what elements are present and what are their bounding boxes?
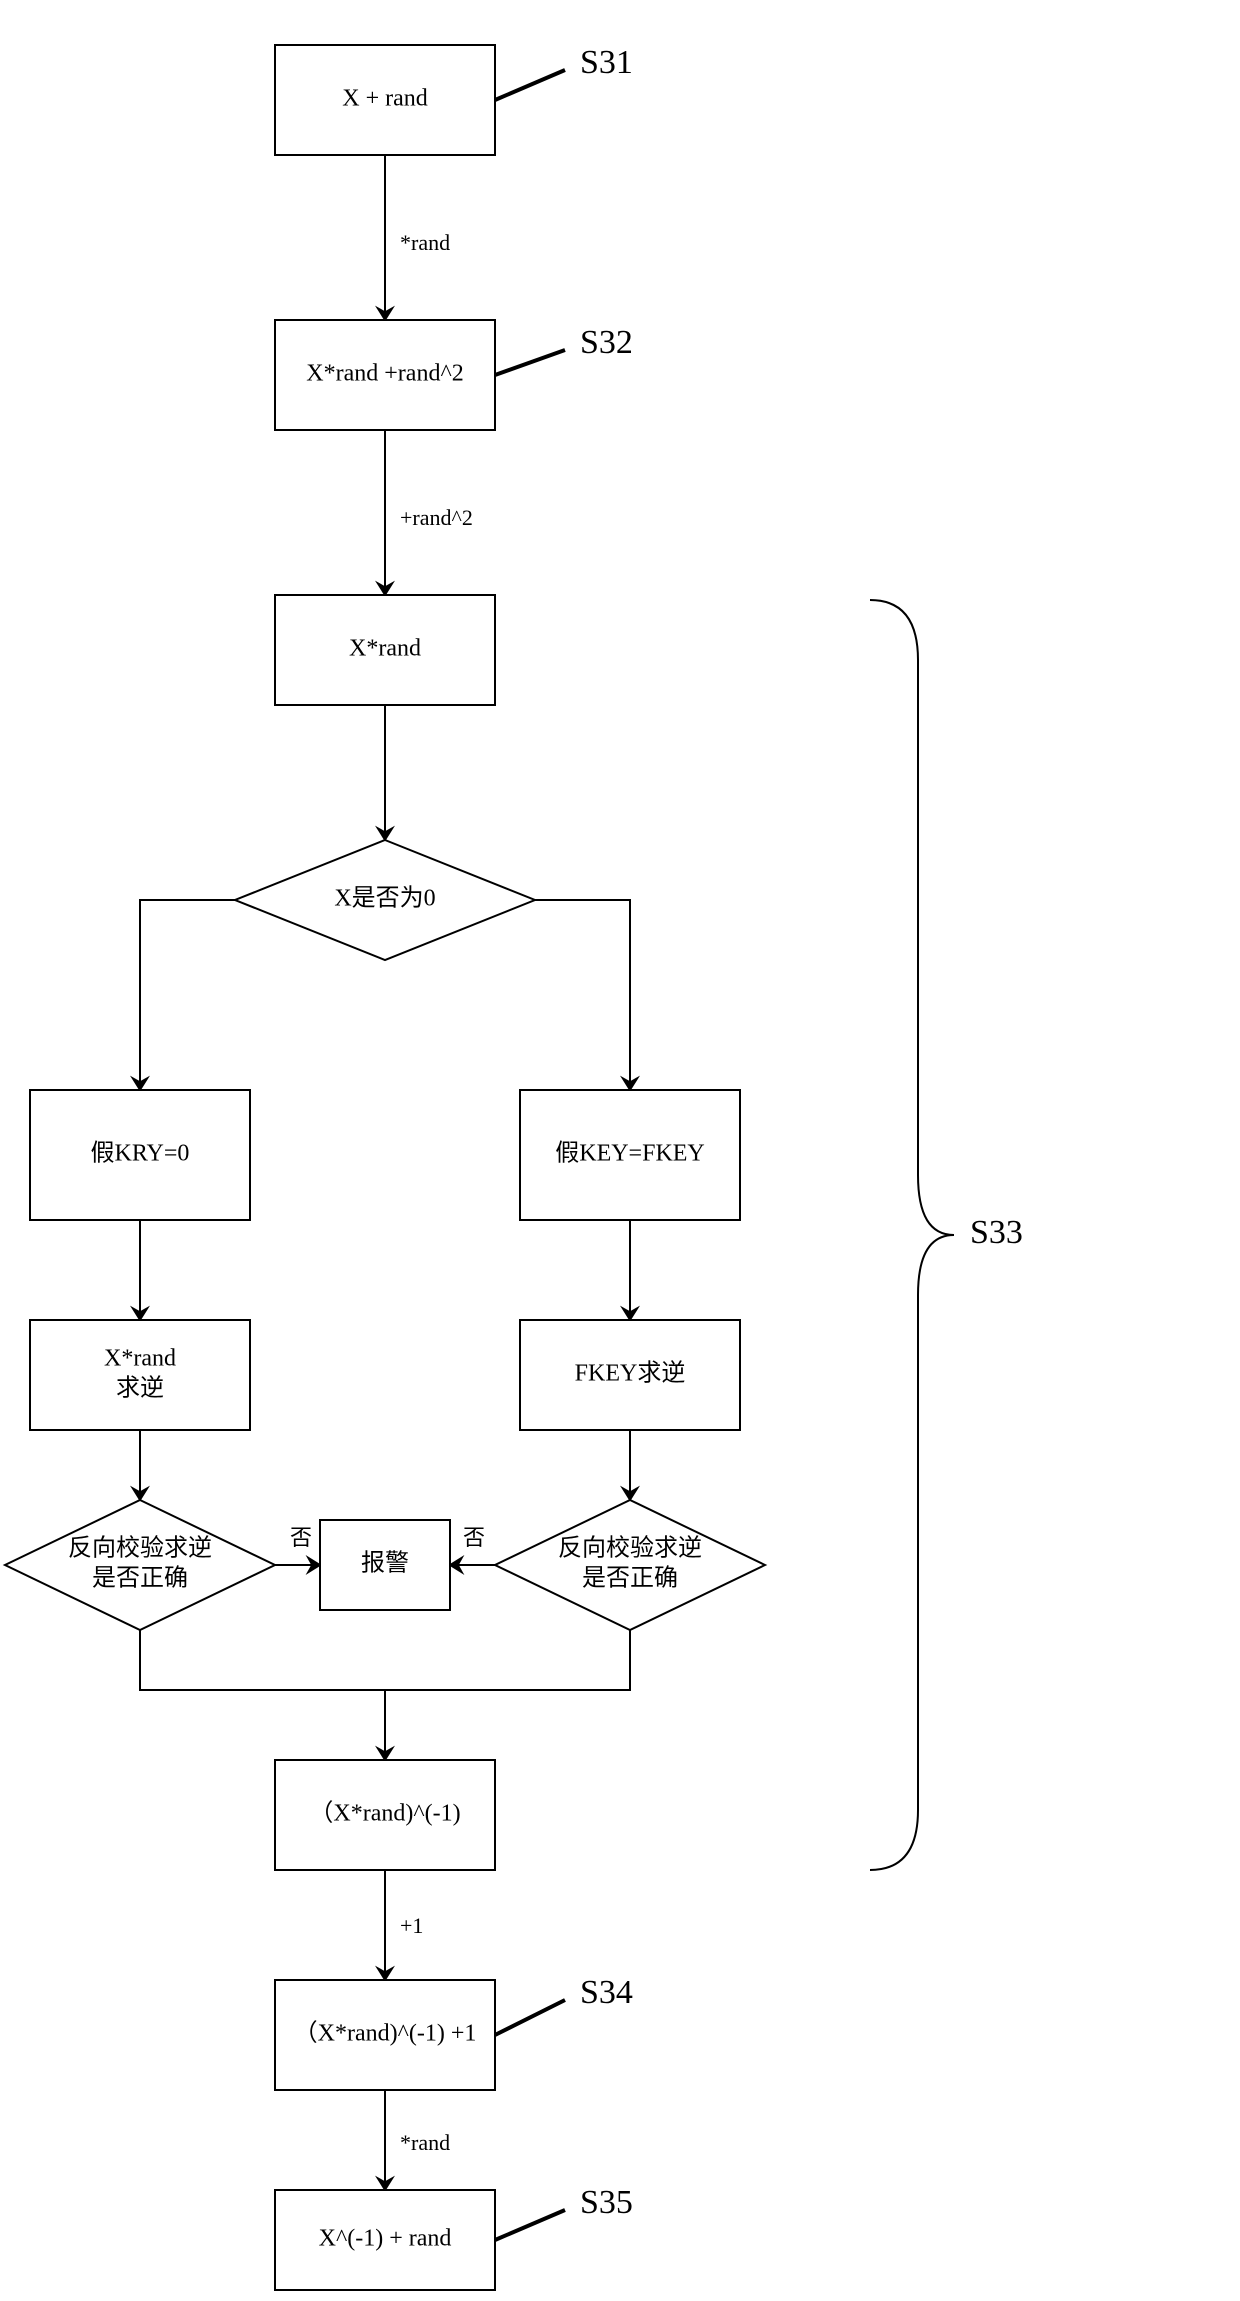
- node-n9: （X*rand)^(-1) +1: [275, 1980, 495, 2090]
- node-n6: X*rand 求逆: [30, 1320, 250, 1430]
- node-n9-label-0: （X*rand)^(-1) +1: [294, 2021, 477, 2047]
- callout-S32: S32: [580, 324, 633, 361]
- node-n3: X*rand: [275, 595, 495, 705]
- node-n1-label-0: X + rand: [342, 86, 428, 112]
- callout-line: [495, 2000, 565, 2035]
- edge-label-d2-right-nA: 否: [290, 1525, 312, 1550]
- node-d2-label-1: 是否正确: [92, 1565, 188, 1592]
- node-n5-label-0: 假KEY=FKEY: [555, 1140, 705, 1167]
- edge-label-d3-left-nA: 否: [463, 1525, 485, 1550]
- edge-d3-bottom-join: [385, 1630, 630, 1690]
- node-n2-label-0: X*rand +rand^2: [306, 361, 463, 387]
- node-n8-label-0: （X*rand)^(-1): [309, 1801, 460, 1827]
- node-n3-label-0: X*rand: [349, 636, 421, 662]
- node-d2-label-0: 反向校验求逆: [68, 1535, 212, 1562]
- node-n4: 假KRY=0: [30, 1090, 250, 1220]
- callout-S33: S33: [970, 1214, 1023, 1251]
- node-nA: 报警: [320, 1520, 450, 1610]
- node-nA-label-0: 报警: [361, 1550, 409, 1577]
- node-n10: X^(-1) + rand: [275, 2190, 495, 2290]
- node-d3-label-1: 是否正确: [582, 1565, 678, 1592]
- edge-label-n9-n10: *rand: [400, 2130, 450, 2155]
- node-n2: X*rand +rand^2: [275, 320, 495, 430]
- node-d2: 反向校验求逆是否正确: [5, 1500, 275, 1630]
- node-d1-label-0: X是否为0: [334, 885, 435, 912]
- node-n5: 假KEY=FKEY: [520, 1090, 740, 1220]
- edge-label-n8-n9: +1: [400, 1913, 423, 1938]
- node-n1: X + rand: [275, 45, 495, 155]
- node-n7: FKEY求逆: [520, 1320, 740, 1430]
- node-n8: （X*rand)^(-1): [275, 1760, 495, 1870]
- node-n10-label-0: X^(-1) + rand: [319, 2226, 452, 2252]
- node-d3: 反向校验求逆是否正确: [495, 1500, 765, 1630]
- callout-S35: S35: [580, 2184, 633, 2221]
- callout-line: [495, 2210, 565, 2240]
- callout-S31: S31: [580, 44, 633, 81]
- node-n6-label-1: 求逆: [116, 1375, 164, 1402]
- node-d3-label-0: 反向校验求逆: [558, 1535, 702, 1562]
- node-n4-label-0: 假KRY=0: [91, 1140, 190, 1167]
- edge-d2-bottom-join: [140, 1630, 385, 1690]
- callout-line: [495, 350, 565, 375]
- edge-d1-right-n5: [535, 900, 630, 1090]
- node-n6-label-0: X*rand: [104, 1346, 176, 1372]
- edge-label-n1-n2: *rand: [400, 230, 450, 255]
- callout-line: [495, 70, 565, 100]
- brace-s33: [870, 600, 954, 1870]
- edge-d1-left-n4: [140, 900, 235, 1090]
- edge-label-n2-n3: +rand^2: [400, 505, 473, 530]
- node-d1: X是否为0: [235, 840, 535, 960]
- node-n7-label-0: FKEY求逆: [575, 1360, 686, 1387]
- callout-S34: S34: [580, 1974, 633, 2011]
